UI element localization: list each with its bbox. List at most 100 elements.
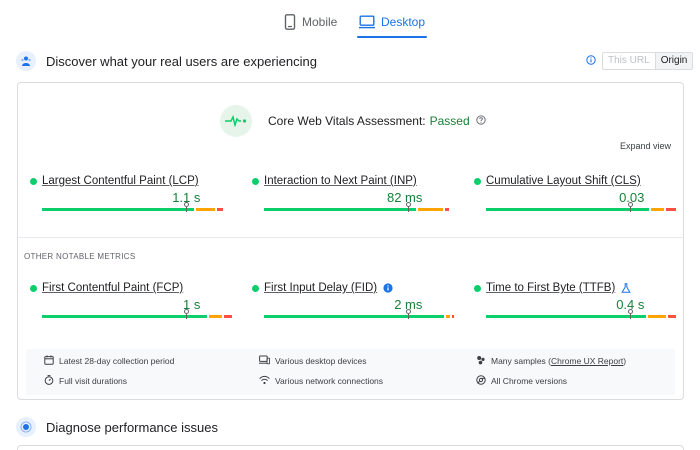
this-url-button[interactable]: This URL [608,55,650,66]
metric-core-1: Interaction to Next Paint (INP) 82 ms [252,174,452,212]
samples-icon [476,355,491,367]
distribution-bar [264,208,454,211]
metric-label[interactable]: Interaction to Next Paint (INP) [264,175,417,187]
metric-value: 1.1 s [172,190,201,205]
tab-mobile-label: Mobile [302,15,338,29]
url-origin-toggle: This URL Origin [586,52,694,70]
p75-marker [183,309,189,319]
flask-icon[interactable] [621,283,631,293]
distribution-bar [486,315,676,318]
pulse-icon [220,105,252,137]
samples-suffix: ) [623,356,627,366]
p75-marker [627,309,633,319]
metric-name-row: First Contentful Paint (FCP) [30,281,230,295]
metric-label[interactable]: Cumulative Layout Shift (CLS) [486,175,641,187]
distribution-bar [42,315,233,318]
field-data-title: Discover what your real users are experi… [46,53,317,69]
visit-durations: Full visit durations [44,375,127,387]
metric-value: 2 ms [394,297,423,312]
metric-name-row: First Input Delay (FID) [252,281,452,295]
network-info: Various network connections [259,375,383,387]
users-icon [16,51,36,71]
metric-label[interactable]: First Contentful Paint (FCP) [42,282,184,294]
network-text: Various network connections [275,376,384,386]
metric-label[interactable]: First Input Delay (FID) [264,282,378,294]
chrome-versions: All Chrome versions [476,375,567,387]
good-status-dot [30,177,37,185]
metric-label[interactable]: Largest Contentful Paint (LCP) [42,175,199,187]
samples-info: Many samples (Chrome UX Report) [476,355,626,367]
devices-info: Various desktop devices [259,355,367,367]
metric-name-row: Interaction to Next Paint (INP) [252,174,452,188]
poor-segment [224,315,233,318]
metric-value: 0.4 s [616,297,645,312]
good-status-dot [474,177,481,185]
visit-durations-text: Full visit durations [59,376,128,386]
device-tabs: Mobile Desktop [0,0,700,38]
needs-improvement-segment [418,208,443,211]
assessment-label: Core Web Vitals Assessment: [268,114,426,128]
lab-data-header: Diagnose performance issues [16,415,218,439]
tab-desktop-label: Desktop [381,15,426,29]
needs-improvement-segment [446,315,451,318]
collection-period-text: Latest 28-day collection period [59,356,175,366]
field-data-header: Discover what your real users are experi… [16,49,317,73]
good-segment [42,315,208,318]
good-segment [486,208,650,211]
metric-value: 1 s [183,297,201,312]
monitor-icon [359,15,375,29]
collection-period: Latest 28-day collection period [44,355,174,367]
calendar-icon [44,355,59,367]
stopwatch-icon [44,375,59,387]
metric-other-2: Time to First Byte (TTFB) 0.4 s [474,281,676,319]
info-icon[interactable] [586,52,602,70]
tab-desktop[interactable]: Desktop [356,8,428,38]
field-data-card: Core Web Vitals Assessment: Passed Expan… [17,82,684,400]
good-status-dot [252,177,259,185]
devices-text: Various desktop devices [275,356,367,366]
metric-value: 0.03 [619,190,645,205]
poor-segment [666,208,676,211]
scope-segmented-control: This URL Origin [602,52,694,70]
poor-segment [452,315,454,318]
metric-core-2: Cumulative Layout Shift (CLS) 0.03 [474,174,676,212]
help-icon[interactable] [476,112,486,130]
lab-data-title: Diagnose performance issues [46,419,218,435]
metrics-divider [18,237,683,238]
tab-mobile[interactable]: Mobile [284,8,337,36]
metric-label[interactable]: Time to First Byte (TTFB) [486,282,616,294]
chrome-icon [476,375,491,387]
p75-marker [627,202,633,212]
samples-prefix: Many samples ( [491,356,551,366]
origin-button[interactable]: Origin [654,53,693,69]
good-segment [264,208,416,211]
distribution-bar [486,208,676,211]
distribution-bar [264,315,454,318]
needs-improvement-segment [209,315,223,318]
good-status-dot [30,284,37,292]
needs-improvement-segment [647,315,667,318]
assessment-status: Passed [429,114,470,128]
poor-segment [668,315,676,318]
wifi-icon [259,375,275,387]
good-segment [42,208,194,211]
p75-marker [405,309,411,319]
metric-name-row: Largest Contentful Paint (LCP) [30,174,230,188]
good-status-dot [474,284,481,292]
devices-icon [259,355,275,367]
poor-segment [445,208,449,211]
distribution-bar [42,208,232,211]
chrome-versions-text: All Chrome versions [491,376,568,386]
collection-info-panel: Latest 28-day collection period Various … [26,349,675,395]
good-status-dot [252,284,259,292]
info-icon[interactable] [383,283,393,293]
good-segment [264,315,445,318]
needs-improvement-segment [196,208,215,211]
chrome-ux-report-link[interactable]: Chrome UX Report [551,356,624,366]
expand-view-link[interactable]: Expand view [619,141,671,151]
needs-improvement-segment [651,208,665,211]
lab-data-card [17,445,684,450]
phone-icon [284,14,296,30]
p75-marker [183,202,189,212]
metric-name-row: Time to First Byte (TTFB) [474,281,674,295]
